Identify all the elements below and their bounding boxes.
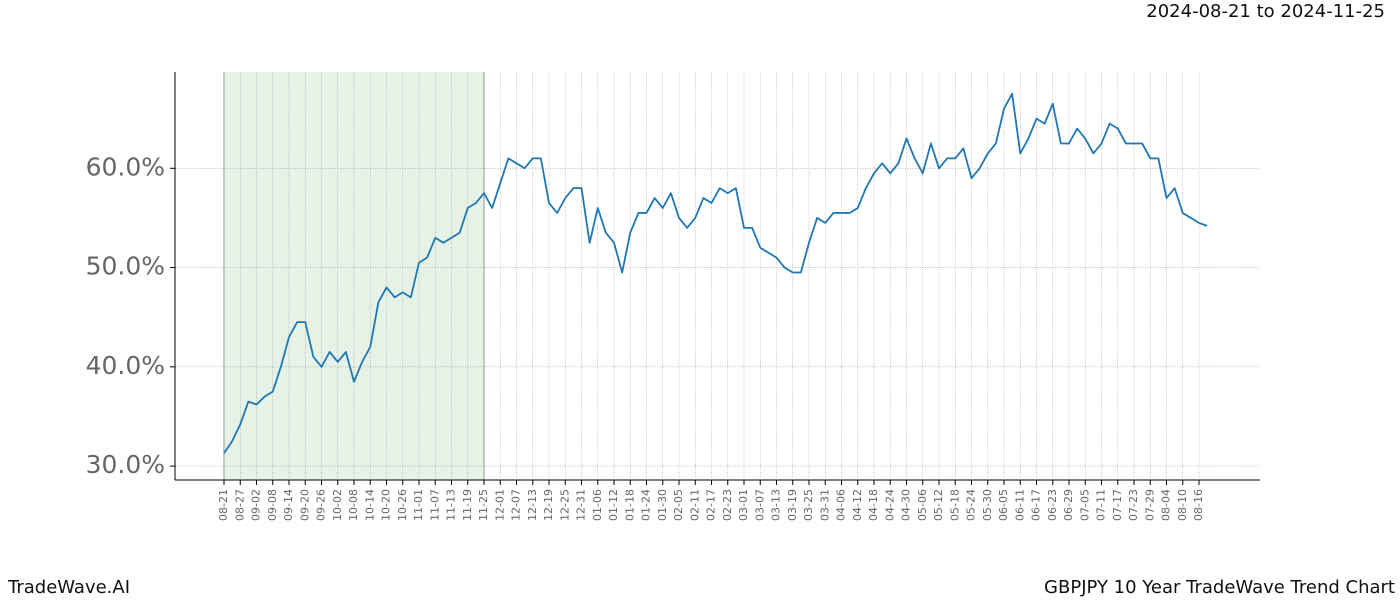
x-tick-label: 01-24: [640, 489, 653, 521]
x-tick-label: 08-27: [233, 489, 246, 521]
x-tick-label: 05-18: [948, 489, 961, 521]
x-tick-label: 09-02: [250, 489, 263, 521]
x-tick-label: 07-23: [1127, 489, 1140, 521]
x-tick-label: 12-31: [575, 489, 588, 521]
x-tick-label: 06-17: [1030, 489, 1043, 521]
x-tick-label: 12-07: [510, 489, 523, 521]
x-tick-label: 08-21: [217, 489, 230, 521]
x-tick-label: 06-11: [1013, 489, 1026, 521]
x-tick-label: 02-05: [672, 489, 685, 521]
x-tick-label: 11-07: [428, 489, 441, 521]
x-tick-label: 01-06: [591, 489, 604, 521]
y-tick-label: 50.0%: [86, 252, 165, 281]
y-tick-label: 40.0%: [86, 351, 165, 380]
x-tick-label: 05-12: [932, 489, 945, 521]
series-line: [223, 92, 1208, 454]
x-tick-label: 10-20: [380, 489, 393, 521]
x-tick-label: 07-17: [1111, 489, 1124, 521]
x-tick-label: 02-11: [688, 489, 701, 521]
x-tick-label: 02-23: [721, 489, 734, 521]
x-tick-label: 07-11: [1095, 489, 1108, 521]
x-tick-label: 09-08: [266, 489, 279, 521]
brand: TradeWave.AI: [7, 577, 130, 598]
date-range: 2024-08-21 to 2024-11-25: [1146, 1, 1385, 22]
x-tick-label: 03-13: [770, 489, 783, 521]
x-tick-label: 06-29: [1062, 489, 1075, 521]
x-tick-label: 01-12: [607, 489, 620, 521]
x-tick-label: 09-14: [282, 489, 295, 521]
x-tick-label: 11-19: [461, 489, 474, 521]
x-tick-label: 03-25: [802, 489, 815, 521]
x-tick-label: 03-07: [753, 489, 766, 521]
x-tick-label: 01-30: [656, 489, 669, 521]
x-tick-label: 10-08: [347, 489, 360, 521]
x-tick-label: 03-01: [737, 489, 750, 521]
x-tick-label: 04-06: [835, 489, 848, 521]
x-tick-label: 08-10: [1176, 489, 1189, 521]
x-tick-label: 11-01: [412, 489, 425, 521]
y-tick-label: 30.0%: [86, 450, 165, 479]
x-tick-label: 12-13: [526, 489, 539, 521]
x-tick-label: 04-30: [900, 489, 913, 521]
x-tick-label: 08-16: [1192, 489, 1205, 521]
x-tick-label: 05-30: [981, 489, 994, 521]
x-tick-label: 10-26: [396, 489, 409, 521]
x-tick-label: 07-29: [1143, 489, 1156, 521]
x-tick-label: 09-20: [298, 489, 311, 521]
x-tick-label: 03-19: [786, 489, 799, 521]
plot-area: 30.0% 40.0% 50.0% 60.0% 08-21 08-27 09-02 09-08…: [86, 72, 1260, 521]
x-tick-label: 06-05: [997, 489, 1010, 521]
x-tick-label: 10-14: [363, 489, 376, 521]
x-tick-label: 01-18: [623, 489, 636, 521]
x-tick-label: 06-23: [1046, 489, 1059, 521]
x-tick-label: 12-01: [493, 489, 506, 521]
x-tick-label: 08-04: [1160, 489, 1173, 521]
highlight-band: [224, 72, 484, 480]
x-tick-label: 12-25: [558, 489, 571, 521]
x-tick-label: 09-26: [315, 489, 328, 521]
x-tick-label: 02-17: [705, 489, 718, 521]
x-tick-label: 05-24: [965, 489, 978, 521]
x-tick-label: 04-24: [883, 489, 896, 521]
x-tick-label: 05-06: [916, 489, 929, 521]
x-tick-label: 11-13: [445, 489, 458, 521]
x-tick-label: 10-02: [331, 489, 344, 521]
x-tick-label: 04-18: [867, 489, 880, 521]
x-tick-label: 12-19: [542, 489, 555, 521]
x-tick-label: 03-31: [818, 489, 831, 521]
y-tick-label: 60.0%: [86, 152, 165, 181]
chart-title: GBPJPY 10 Year TradeWave Trend Chart: [1044, 577, 1395, 598]
x-tick-label: 07-05: [1078, 489, 1091, 521]
x-tick-label: 11-25: [477, 489, 490, 521]
x-tick-label: 04-12: [851, 489, 864, 521]
